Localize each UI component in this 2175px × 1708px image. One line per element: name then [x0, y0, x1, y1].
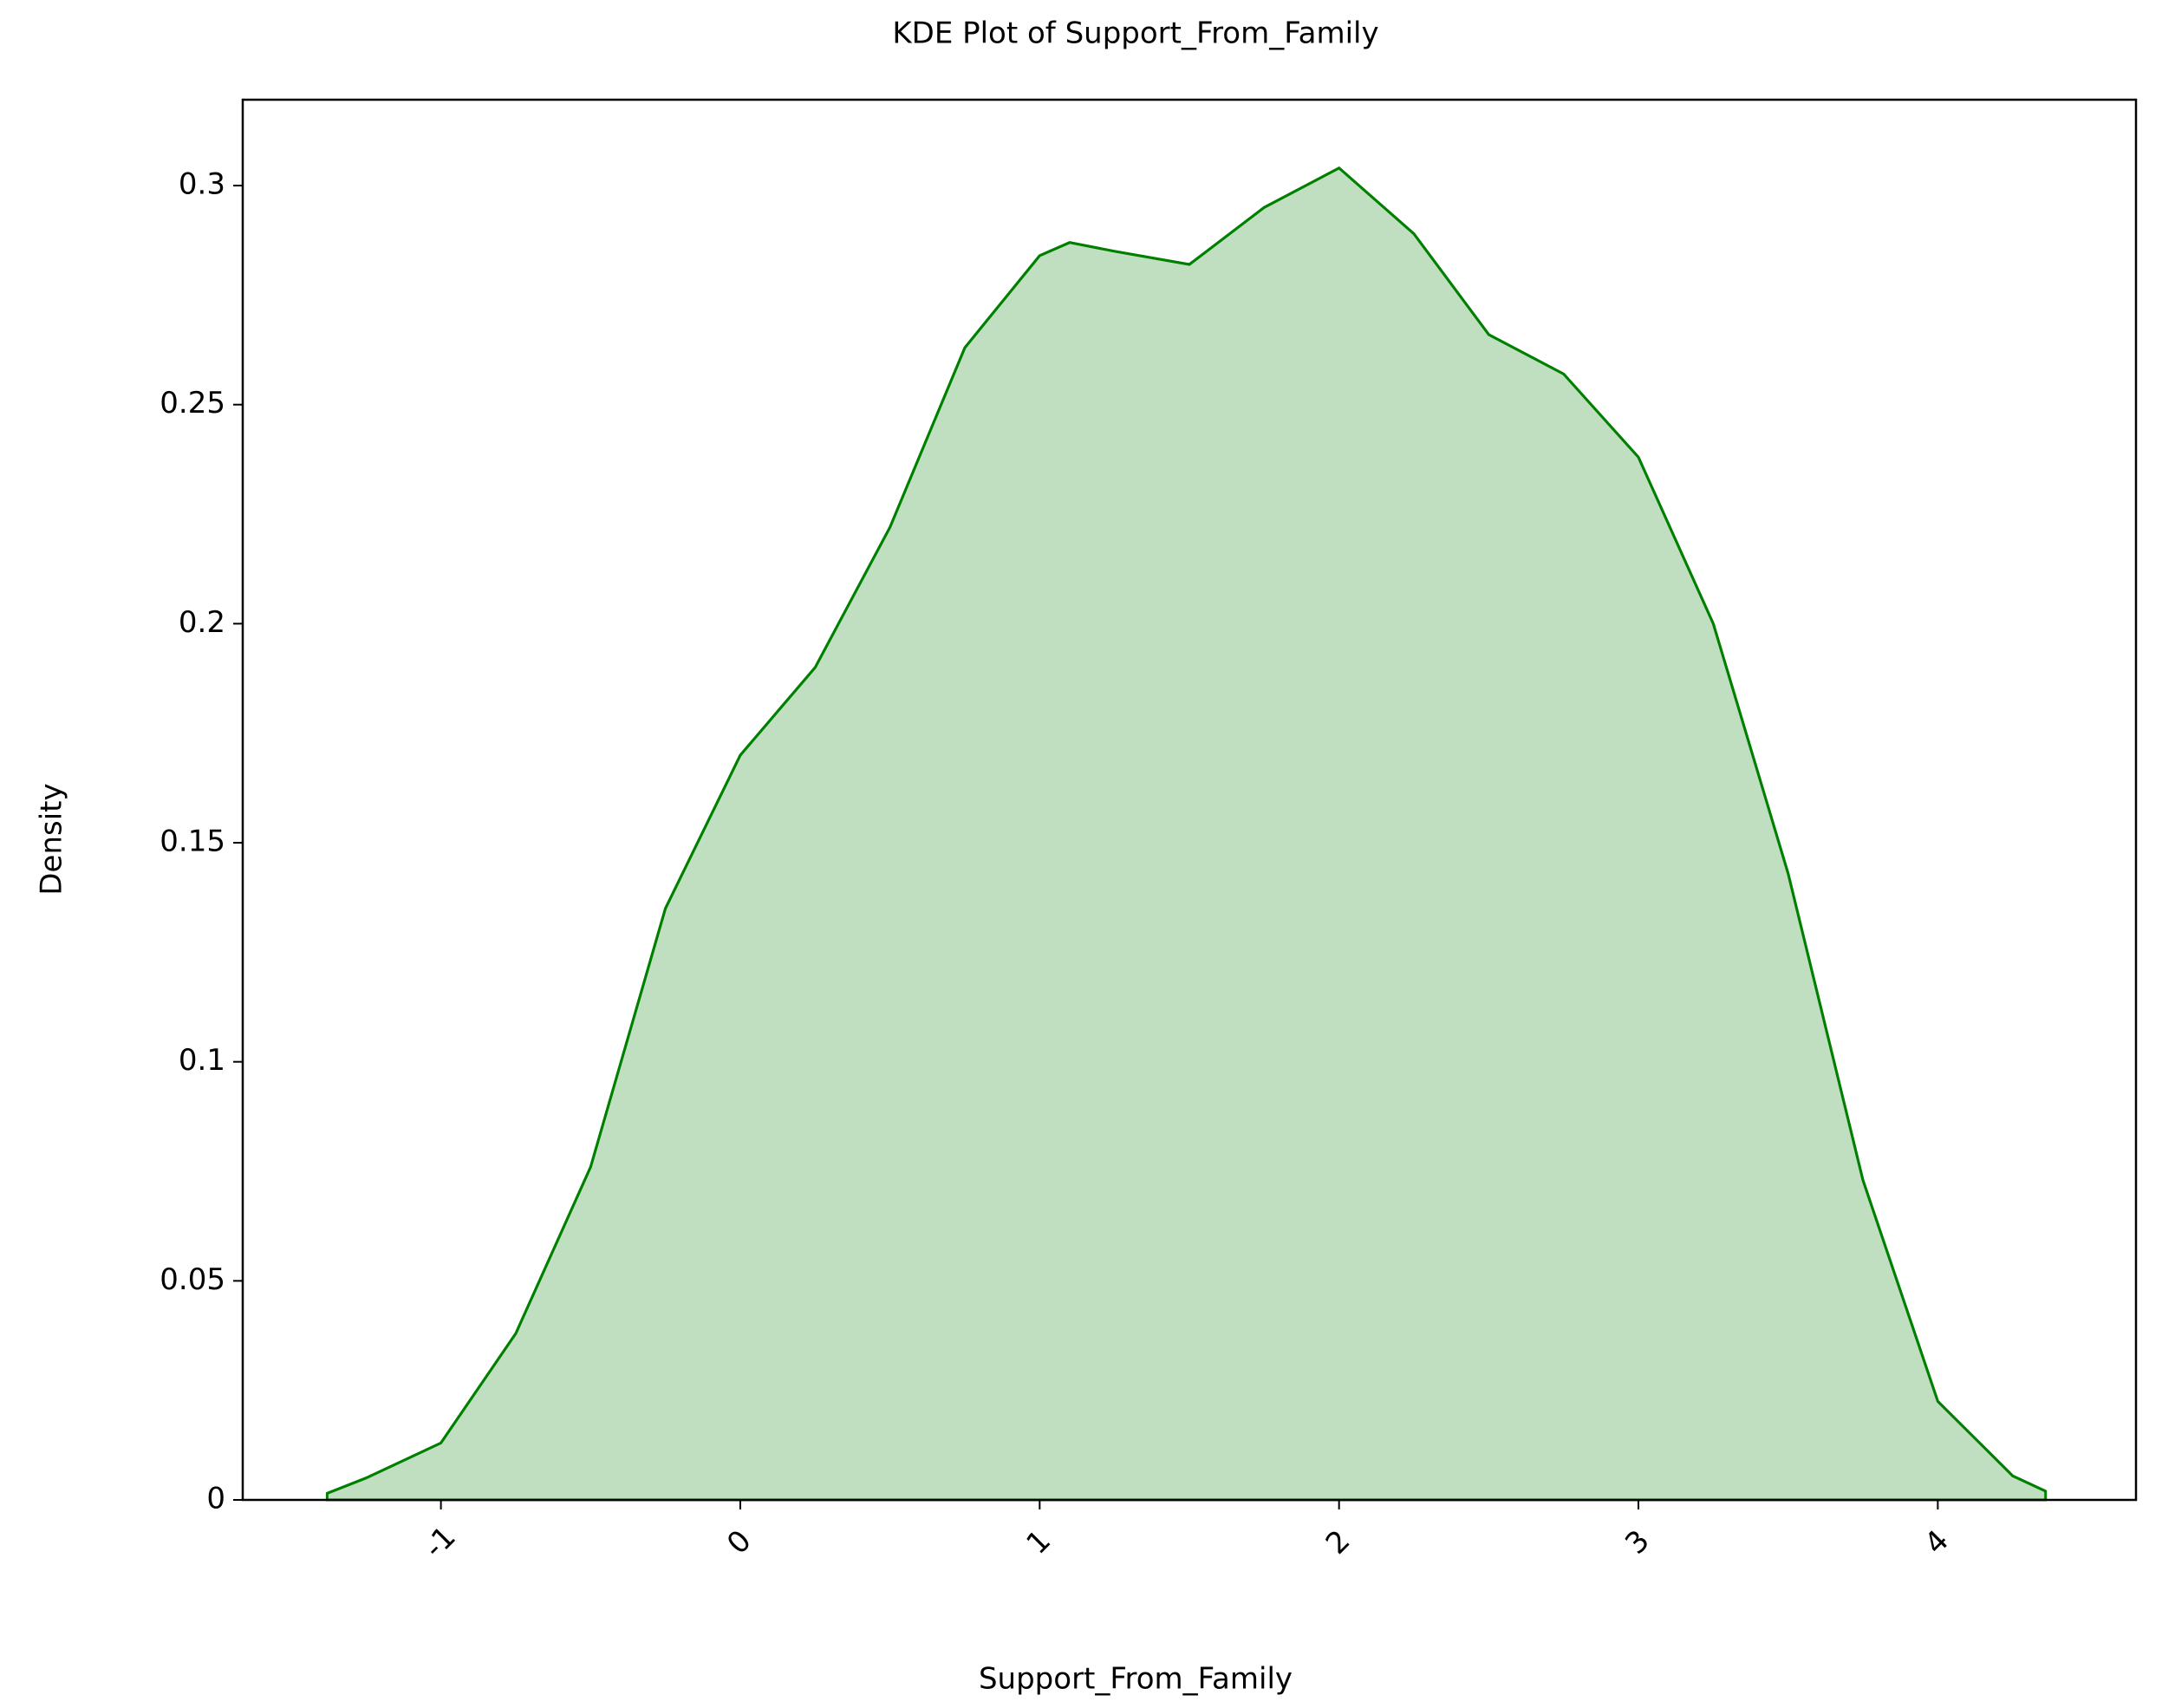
y-tick-label: 0.1 [179, 1043, 225, 1078]
x-tick-label: -1 [417, 1520, 462, 1565]
y-tick-label: 0.05 [160, 1262, 225, 1297]
x-axis-label: Support_From_Family [979, 1662, 1293, 1697]
y-axis-label: Density [35, 783, 69, 895]
density-line [326, 166, 2047, 1495]
y-tick-label: 0.2 [179, 605, 225, 640]
y-tick-label: 0.15 [160, 825, 225, 859]
x-tick-label: 1 [1019, 1523, 1058, 1561]
x-tick-label: 4 [1918, 1523, 1957, 1561]
x-tick-label: 2 [1319, 1523, 1358, 1561]
chart-title: KDE Plot of Support_From_Family [892, 16, 1378, 51]
y-tick-label: 0.25 [160, 386, 225, 420]
x-tick-label: 0 [720, 1523, 759, 1561]
y-tick-label: 0 [206, 1482, 225, 1516]
x-tick-label: 3 [1618, 1523, 1657, 1561]
plot-frame [241, 98, 2138, 1502]
y-tick-label: 0.3 [179, 167, 225, 202]
density-area [325, 166, 2048, 1502]
